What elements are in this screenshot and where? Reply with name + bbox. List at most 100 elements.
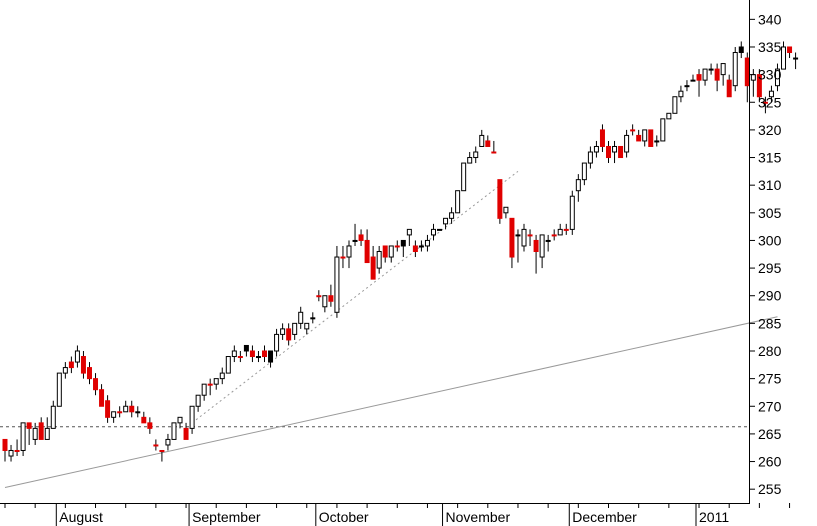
candle [225, 356, 231, 374]
candle [8, 444, 14, 462]
price-tick-label: 280 [758, 343, 782, 359]
candle-body [533, 239, 539, 252]
candle-body [461, 162, 467, 192]
candle-body [292, 322, 298, 335]
candle [533, 234, 539, 274]
candle [636, 129, 642, 142]
candle [68, 356, 74, 374]
candle [86, 362, 92, 385]
candle [50, 400, 56, 429]
candle [316, 290, 322, 302]
candle-body [74, 350, 80, 363]
candle-body [195, 394, 201, 407]
candle-body [587, 151, 593, 164]
candle [720, 63, 726, 86]
candle [545, 234, 551, 252]
candle [678, 85, 684, 103]
candle-body [781, 46, 787, 70]
candle-body [2, 438, 8, 451]
candle-body [225, 356, 231, 374]
candle-body [412, 245, 418, 253]
candle-body [491, 151, 497, 154]
candle-body [370, 256, 376, 280]
candle [298, 306, 304, 329]
candle [111, 411, 117, 423]
candle-body [581, 162, 587, 181]
candle [292, 322, 298, 340]
candle [624, 129, 630, 158]
candle [467, 152, 473, 164]
candle [418, 240, 424, 252]
candle [159, 449, 165, 462]
candle [189, 405, 195, 434]
candle [262, 345, 268, 363]
candle [171, 422, 177, 440]
candle-body [86, 367, 92, 380]
candle-body [418, 245, 424, 248]
price-tick-label: 340 [758, 11, 782, 27]
candle [793, 52, 799, 70]
candle [358, 229, 364, 246]
candle [255, 350, 261, 363]
candle-body [99, 389, 105, 407]
candle-body [696, 74, 702, 81]
candle [485, 135, 491, 147]
candle-body [756, 74, 762, 98]
candle [732, 46, 738, 92]
candle [708, 63, 714, 75]
candle-body [406, 228, 412, 236]
candle [310, 312, 316, 324]
candle [32, 422, 38, 445]
candle-body [660, 118, 666, 142]
candle-body [129, 405, 135, 413]
candle-body [424, 239, 430, 247]
candle [612, 140, 618, 164]
candle-body [599, 129, 605, 147]
candle [243, 344, 249, 357]
candle [551, 229, 557, 241]
candle [195, 394, 201, 412]
price-tick-label: 295 [758, 260, 782, 276]
candle-body [237, 356, 243, 359]
price-tick-label: 270 [758, 398, 782, 414]
candle-body [382, 245, 388, 258]
candle-body [708, 68, 714, 71]
candle-body [750, 74, 756, 81]
candle-body [171, 422, 177, 440]
candle-body [557, 228, 563, 236]
candle [738, 41, 744, 59]
candle-body [702, 68, 708, 81]
price-axis: 255 260 265 270 275 280 285 290 295 300 305 310 315 3… [750, 11, 782, 497]
candle [618, 145, 624, 159]
candle-body [322, 295, 328, 308]
candle-body [310, 317, 316, 320]
candle [539, 234, 545, 269]
candle-body [111, 411, 117, 418]
candle [62, 362, 68, 379]
candle [660, 118, 666, 142]
candle-body [316, 295, 322, 298]
candle-body [231, 350, 237, 358]
price-tick-label: 255 [758, 481, 782, 497]
candle-body [684, 85, 690, 88]
candle-body [334, 256, 340, 313]
candle-body [666, 112, 672, 120]
candle [165, 433, 171, 451]
candle [762, 96, 768, 114]
candle-body [485, 140, 491, 147]
candle [726, 74, 732, 98]
candle-body [509, 217, 515, 258]
candle [44, 417, 50, 440]
trendlines-layer [0, 170, 778, 489]
candle [587, 146, 593, 169]
candle [437, 228, 443, 231]
candle [581, 162, 587, 186]
long-trendline [4, 316, 778, 489]
candle-body [177, 416, 183, 424]
candle [56, 372, 62, 407]
candle [412, 240, 418, 258]
candle-body [449, 212, 455, 219]
candle [527, 229, 533, 246]
candle [406, 228, 412, 246]
candle [666, 112, 672, 120]
